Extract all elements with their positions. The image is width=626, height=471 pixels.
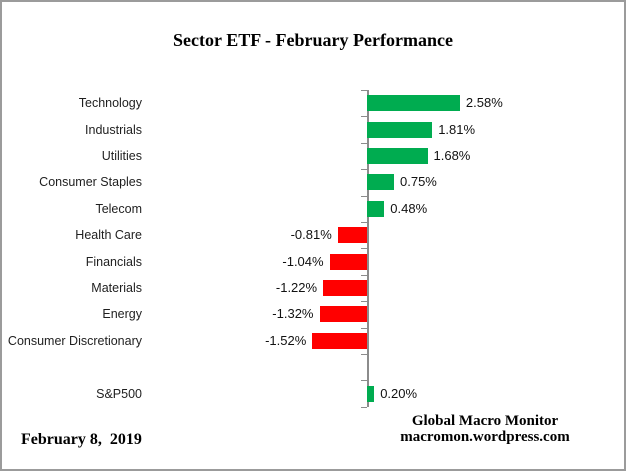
y-axis-line — [367, 90, 369, 407]
value-label: -1.32% — [272, 306, 314, 322]
bar-negative — [337, 227, 367, 244]
axis-tick — [361, 274, 367, 276]
bar-positive — [367, 95, 460, 112]
axis-tick — [361, 301, 367, 303]
axis-tick — [361, 169, 367, 171]
value-label: -1.52% — [265, 332, 307, 348]
bar-negative — [323, 280, 367, 296]
category-label: Utilities — [101, 149, 142, 163]
footer-credit: Global Macro Monitor macromon.wordpress.… — [385, 413, 585, 445]
category-label: Financials — [85, 254, 142, 269]
axis-tick — [361, 222, 367, 223]
category-label: Energy — [102, 307, 142, 322]
axis-tick — [361, 380, 367, 382]
value-label: 1.81% — [438, 121, 476, 137]
bar-negative — [312, 332, 367, 349]
value-label: 1.68% — [433, 148, 471, 163]
credit-line-2: macromon.wordpress.com — [400, 429, 570, 445]
axis-tick — [361, 406, 367, 408]
credit-line-1: Global Macro Monitor — [411, 413, 559, 429]
value-label: 0.20% — [380, 385, 418, 401]
category-label: Health Care — [75, 228, 142, 243]
bar-positive — [367, 385, 375, 402]
category-label: Telecom — [95, 201, 142, 216]
bar-positive — [367, 174, 394, 191]
value-label: 0.75% — [400, 174, 437, 190]
category-label: Industrials — [85, 122, 142, 137]
axis-tick — [361, 195, 367, 197]
value-label: -1.22% — [275, 280, 318, 295]
bar-negative — [319, 306, 367, 323]
axis-tick — [361, 90, 367, 91]
axis-tick — [361, 327, 367, 329]
bar-positive — [367, 121, 433, 138]
category-label: Technology — [78, 96, 142, 111]
category-label: Consumer Discretionary — [7, 333, 142, 348]
chart-title: Sector ETF - February Performance — [173, 30, 453, 50]
bar-negative — [329, 253, 367, 270]
footer-date: February 8, 2019 — [21, 431, 142, 448]
value-label: 0.48% — [390, 200, 428, 216]
axis-tick — [361, 142, 367, 144]
bar-positive — [367, 148, 428, 164]
value-label: -1.04% — [282, 253, 324, 269]
category-label: S&P500 — [96, 386, 142, 401]
category-label: Consumer Staples — [39, 175, 142, 190]
axis-tick — [361, 248, 367, 250]
axis-tick — [361, 116, 367, 118]
category-label: Materials — [91, 281, 142, 295]
value-label: -0.81% — [290, 227, 332, 243]
bar-positive — [367, 200, 385, 217]
axis-tick — [361, 354, 367, 355]
value-label: 2.58% — [465, 95, 503, 111]
